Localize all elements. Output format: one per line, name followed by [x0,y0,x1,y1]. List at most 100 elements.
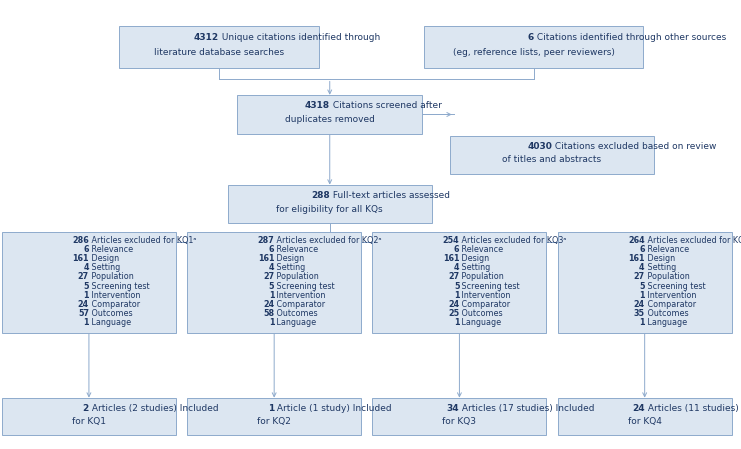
Text: duplicates removed: duplicates removed [285,114,375,124]
Text: 1: 1 [268,404,274,413]
Text: Design: Design [459,254,490,263]
Text: Comparator: Comparator [459,300,511,309]
Text: 1: 1 [269,291,274,300]
FancyBboxPatch shape [557,398,731,435]
Text: Screening test: Screening test [645,282,705,291]
Text: Articles excluded for KQ4ᵃ: Articles excluded for KQ4ᵃ [645,236,741,245]
Text: Language: Language [274,318,316,327]
Text: 57: 57 [78,309,89,318]
Text: 6: 6 [454,245,459,254]
Text: Comparator: Comparator [645,300,696,309]
Text: Unique citations identified through: Unique citations identified through [219,33,380,42]
Text: Article (1 study) Included: Article (1 study) Included [274,404,392,413]
Text: Full-text articles assessed: Full-text articles assessed [330,191,450,200]
Text: 264: 264 [628,236,645,245]
FancyBboxPatch shape [187,398,362,435]
Text: 1: 1 [84,291,89,300]
Text: for KQ2: for KQ2 [257,417,291,426]
Text: Relevance: Relevance [89,245,133,254]
Text: Outcomes: Outcomes [89,309,133,318]
Text: for KQ3: for KQ3 [442,417,476,426]
Text: 2: 2 [83,404,89,413]
Text: 1: 1 [639,291,645,300]
Text: 4318: 4318 [305,101,330,110]
Text: Relevance: Relevance [645,245,689,254]
Text: 35: 35 [634,309,645,318]
FancyBboxPatch shape [187,233,362,333]
Text: 1: 1 [269,318,274,327]
Text: Citations identified through other sources: Citations identified through other sourc… [534,33,725,42]
Text: Relevance: Relevance [274,245,319,254]
Text: literature database searches: literature database searches [153,48,284,57]
Text: 4: 4 [454,263,459,272]
FancyBboxPatch shape [557,233,731,333]
Text: Language: Language [645,318,687,327]
Text: Articles excluded for KQ1ᵃ: Articles excluded for KQ1ᵃ [89,236,196,245]
Text: Outcomes: Outcomes [645,309,688,318]
Text: 1: 1 [84,318,89,327]
Text: Articles excluded for KQ3ᵃ: Articles excluded for KQ3ᵃ [459,236,567,245]
Text: Citations screened after: Citations screened after [330,101,442,110]
Text: 24: 24 [448,300,459,309]
Text: Population: Population [645,273,689,282]
Text: Intervention: Intervention [459,291,511,300]
FancyBboxPatch shape [1,233,176,333]
Text: Language: Language [89,318,131,327]
Text: 254: 254 [443,236,459,245]
Text: 27: 27 [634,273,645,282]
Text: Intervention: Intervention [89,291,140,300]
Text: 287: 287 [257,236,274,245]
Text: Outcomes: Outcomes [459,309,503,318]
FancyBboxPatch shape [1,398,176,435]
Text: 5: 5 [84,282,89,291]
FancyBboxPatch shape [228,185,431,223]
Text: 6: 6 [269,245,274,254]
Text: Articles (17 studies) Included: Articles (17 studies) Included [459,404,595,413]
Text: Design: Design [645,254,675,263]
Text: 288: 288 [311,191,330,200]
Text: Population: Population [459,273,504,282]
Text: 25: 25 [448,309,459,318]
Text: 5: 5 [454,282,459,291]
Text: Screening test: Screening test [459,282,520,291]
Text: 5: 5 [269,282,274,291]
Text: 286: 286 [72,236,89,245]
Text: 6: 6 [84,245,89,254]
Text: 4: 4 [269,263,274,272]
FancyBboxPatch shape [424,26,642,68]
Text: Language: Language [459,318,502,327]
Text: Screening test: Screening test [274,282,335,291]
Text: 58: 58 [263,309,274,318]
Text: Comparator: Comparator [274,300,325,309]
Text: for KQ1: for KQ1 [72,417,106,426]
FancyBboxPatch shape [372,398,546,435]
Text: Citations excluded based on review: Citations excluded based on review [552,141,717,151]
Text: Articles excluded for KQ2ᵃ: Articles excluded for KQ2ᵃ [274,236,382,245]
Text: Screening test: Screening test [89,282,150,291]
Text: for KQ4: for KQ4 [628,417,662,426]
Text: Outcomes: Outcomes [274,309,318,318]
Text: 5: 5 [639,282,645,291]
Text: 27: 27 [448,273,459,282]
FancyBboxPatch shape [237,96,422,134]
FancyBboxPatch shape [451,136,654,174]
Text: 24: 24 [634,300,645,309]
FancyBboxPatch shape [119,26,319,68]
Text: 27: 27 [263,273,274,282]
Text: 4: 4 [84,263,89,272]
Text: 161: 161 [443,254,459,263]
Text: 4030: 4030 [527,141,552,151]
Text: Design: Design [89,254,119,263]
Text: Comparator: Comparator [89,300,140,309]
Text: 4: 4 [639,263,645,272]
Text: 24: 24 [78,300,89,309]
Text: for eligibility for all KQs: for eligibility for all KQs [276,204,383,214]
Text: Design: Design [274,254,305,263]
Text: Articles (2 studies) Included: Articles (2 studies) Included [89,404,219,413]
Text: Intervention: Intervention [645,291,696,300]
Text: Setting: Setting [459,263,491,272]
Text: Articles (11 studies) Included: Articles (11 studies) Included [645,404,741,413]
FancyBboxPatch shape [372,233,546,333]
Text: Relevance: Relevance [459,245,504,254]
Text: 6: 6 [639,245,645,254]
